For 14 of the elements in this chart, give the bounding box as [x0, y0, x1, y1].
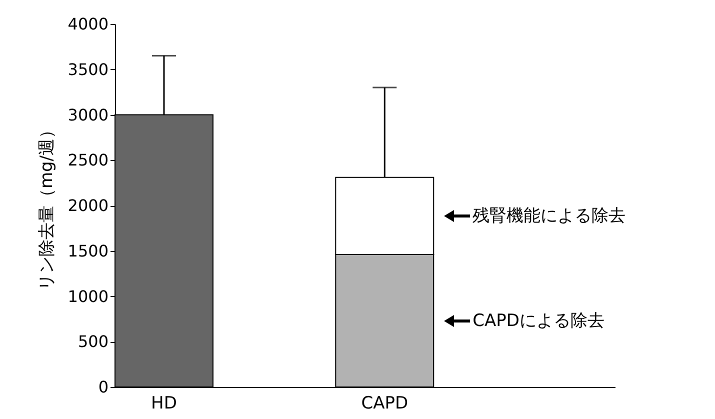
y-tick-label: 3500 — [68, 60, 108, 79]
y-tick-label: 3000 — [68, 105, 108, 124]
annotation: CAPDによる除去 — [472, 310, 604, 331]
annotation: 残腎機能による除去 — [472, 206, 626, 226]
x-tick-label: HD — [151, 394, 177, 414]
y-tick-label: 1000 — [68, 286, 108, 306]
y-axis-title: リン除去量（mg/週） — [36, 121, 57, 291]
x-tick-label: CAPD — [361, 394, 408, 414]
y-tick-label: 0 — [98, 378, 108, 396]
y-tick-label: 4000 — [68, 14, 108, 34]
y-tick-label: 2000 — [68, 196, 108, 215]
y-tick-label: 1500 — [68, 241, 108, 260]
y-tick-label: 500 — [78, 332, 108, 352]
y-tick-label: 2500 — [68, 150, 108, 170]
